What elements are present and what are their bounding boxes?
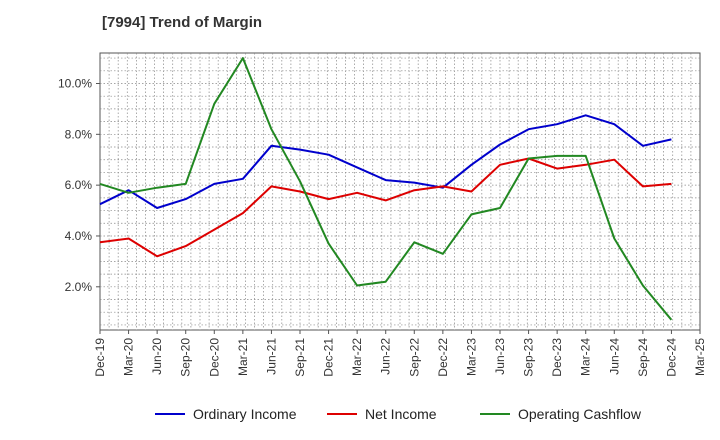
x-tick-label: Mar-20	[122, 338, 136, 376]
x-tick-label: Mar-23	[464, 338, 478, 376]
axis-layer: 2.0% 4.0% 6.0% 8.0% 10.0% Dec-19 Mar-20 Jun-20 S…	[58, 76, 707, 376]
x-tick-label: Dec-22	[436, 338, 450, 377]
x-tick-label: Sep-24	[636, 338, 650, 377]
x-tick-label: Mar-24	[579, 338, 593, 376]
x-tick-label: Dec-23	[550, 338, 564, 377]
series-line-operating-cashflow	[99, 57, 673, 321]
y-tick-label: 2.0%	[65, 280, 93, 294]
x-tick-label: Jun-22	[379, 338, 393, 375]
x-tick-label: Dec-19	[93, 338, 107, 377]
y-tick-label: 6.0%	[65, 178, 93, 192]
grid-layer	[99, 52, 701, 331]
x-tick-label: Mar-21	[236, 338, 250, 376]
y-tick-label: 8.0%	[65, 127, 93, 141]
x-tick-label: Mar-22	[350, 338, 364, 376]
x-tick-label: Sep-20	[179, 338, 193, 377]
legend: Ordinary Income Net Income Operating Cashf…	[155, 406, 642, 422]
y-tick-label: 10.0%	[58, 76, 92, 90]
series-line-net-income	[99, 157, 672, 258]
x-tick-label: Sep-22	[407, 338, 421, 377]
legend-label-ordinary-income: Ordinary Income	[193, 406, 297, 422]
series-line-ordinary-income	[99, 114, 672, 209]
x-tick-label: Jun-23	[493, 338, 507, 375]
x-tick-label: Jun-21	[264, 338, 278, 375]
chart-title: [7994] Trend of Margin	[102, 14, 263, 31]
x-tick-label: Sep-21	[293, 338, 307, 377]
y-tick-label: 4.0%	[65, 229, 93, 243]
legend-label-net-income: Net Income	[365, 406, 437, 422]
x-tick-label: Jun-24	[607, 338, 621, 375]
series-layer	[99, 57, 673, 321]
x-tick-label: Dec-24	[664, 338, 678, 377]
x-tick-label: Dec-21	[322, 338, 336, 377]
x-tick-label: Mar-25	[693, 338, 707, 376]
x-tick-label: Dec-20	[207, 338, 221, 377]
x-tick-label: Jun-20	[150, 338, 164, 375]
legend-label-operating-cashflow: Operating Cashflow	[518, 406, 642, 422]
x-tick-label: Sep-23	[522, 338, 536, 377]
